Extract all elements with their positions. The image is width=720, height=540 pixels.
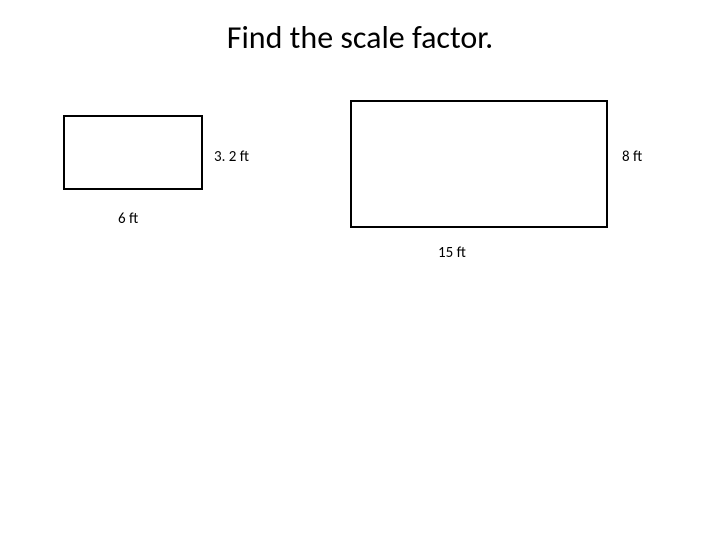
large-rectangle [350,100,608,228]
page-title: Find the scale factor. [0,18,720,57]
small-rect-side-label: 3. 2 ft [214,148,249,166]
large-rect-side-label: 8 ft [622,148,642,166]
small-rect-bottom-label: 6 ft [118,210,138,228]
small-rectangle [63,115,203,190]
large-rect-bottom-label: 15 ft [438,244,466,262]
